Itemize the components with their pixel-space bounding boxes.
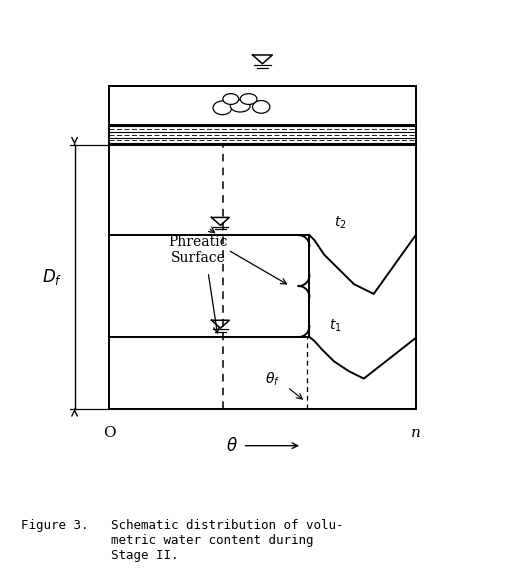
Ellipse shape: [213, 101, 232, 115]
Text: $D_f$: $D_f$: [42, 267, 62, 287]
Text: Figure 3.   Schematic distribution of volu-
            metric water content dur: Figure 3. Schematic distribution of volu…: [21, 518, 343, 562]
Ellipse shape: [230, 100, 250, 112]
Text: $\theta_f$: $\theta_f$: [265, 371, 280, 388]
Ellipse shape: [252, 100, 270, 113]
Text: n: n: [411, 426, 421, 440]
Text: $\theta$: $\theta$: [226, 437, 238, 454]
Ellipse shape: [240, 94, 257, 104]
Text: Phreatic
Surface: Phreatic Surface: [168, 235, 228, 265]
Text: O: O: [103, 426, 115, 440]
Ellipse shape: [223, 94, 239, 104]
Text: $t_2$: $t_2$: [334, 215, 347, 231]
Text: $t_1$: $t_1$: [329, 318, 342, 335]
